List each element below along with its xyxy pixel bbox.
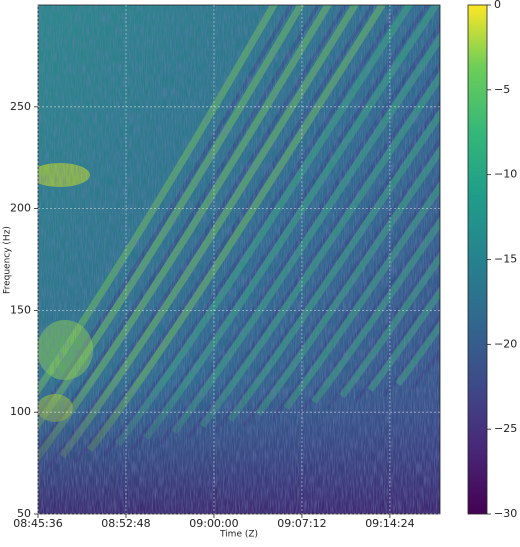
y-tick-label: 250 xyxy=(10,100,31,113)
y-tick-label: 200 xyxy=(10,202,31,215)
y-axis-label: Frequency (Hz) xyxy=(3,226,13,294)
colorbar-tick-label: 0 xyxy=(494,0,501,11)
texture xyxy=(38,5,440,514)
y-tick-label: 50 xyxy=(17,507,31,520)
colorbar-tick-label: −20 xyxy=(494,337,517,350)
x-tick-label: 09:00:00 xyxy=(189,517,238,530)
colorbar xyxy=(467,4,488,515)
texture-noise xyxy=(38,5,440,514)
x-tick-label: 09:14:24 xyxy=(365,517,414,530)
x-tick-label: 08:52:48 xyxy=(101,517,150,530)
x-tick-label: 08:45:36 xyxy=(13,517,62,530)
colorbar-tick-label: −5 xyxy=(494,83,510,96)
x-tick-label: 09:07:12 xyxy=(277,517,326,530)
y-tick-label: 100 xyxy=(10,405,31,418)
x-axis-label: Time (Z) xyxy=(219,530,258,540)
colorbar-tick-label: −25 xyxy=(494,422,517,435)
y-tick-label: 150 xyxy=(10,303,31,316)
colorbar-tick-label: −30 xyxy=(494,507,517,520)
colorbar-tick-label: −10 xyxy=(494,168,517,181)
colorbar-tick-label: −15 xyxy=(494,253,517,266)
